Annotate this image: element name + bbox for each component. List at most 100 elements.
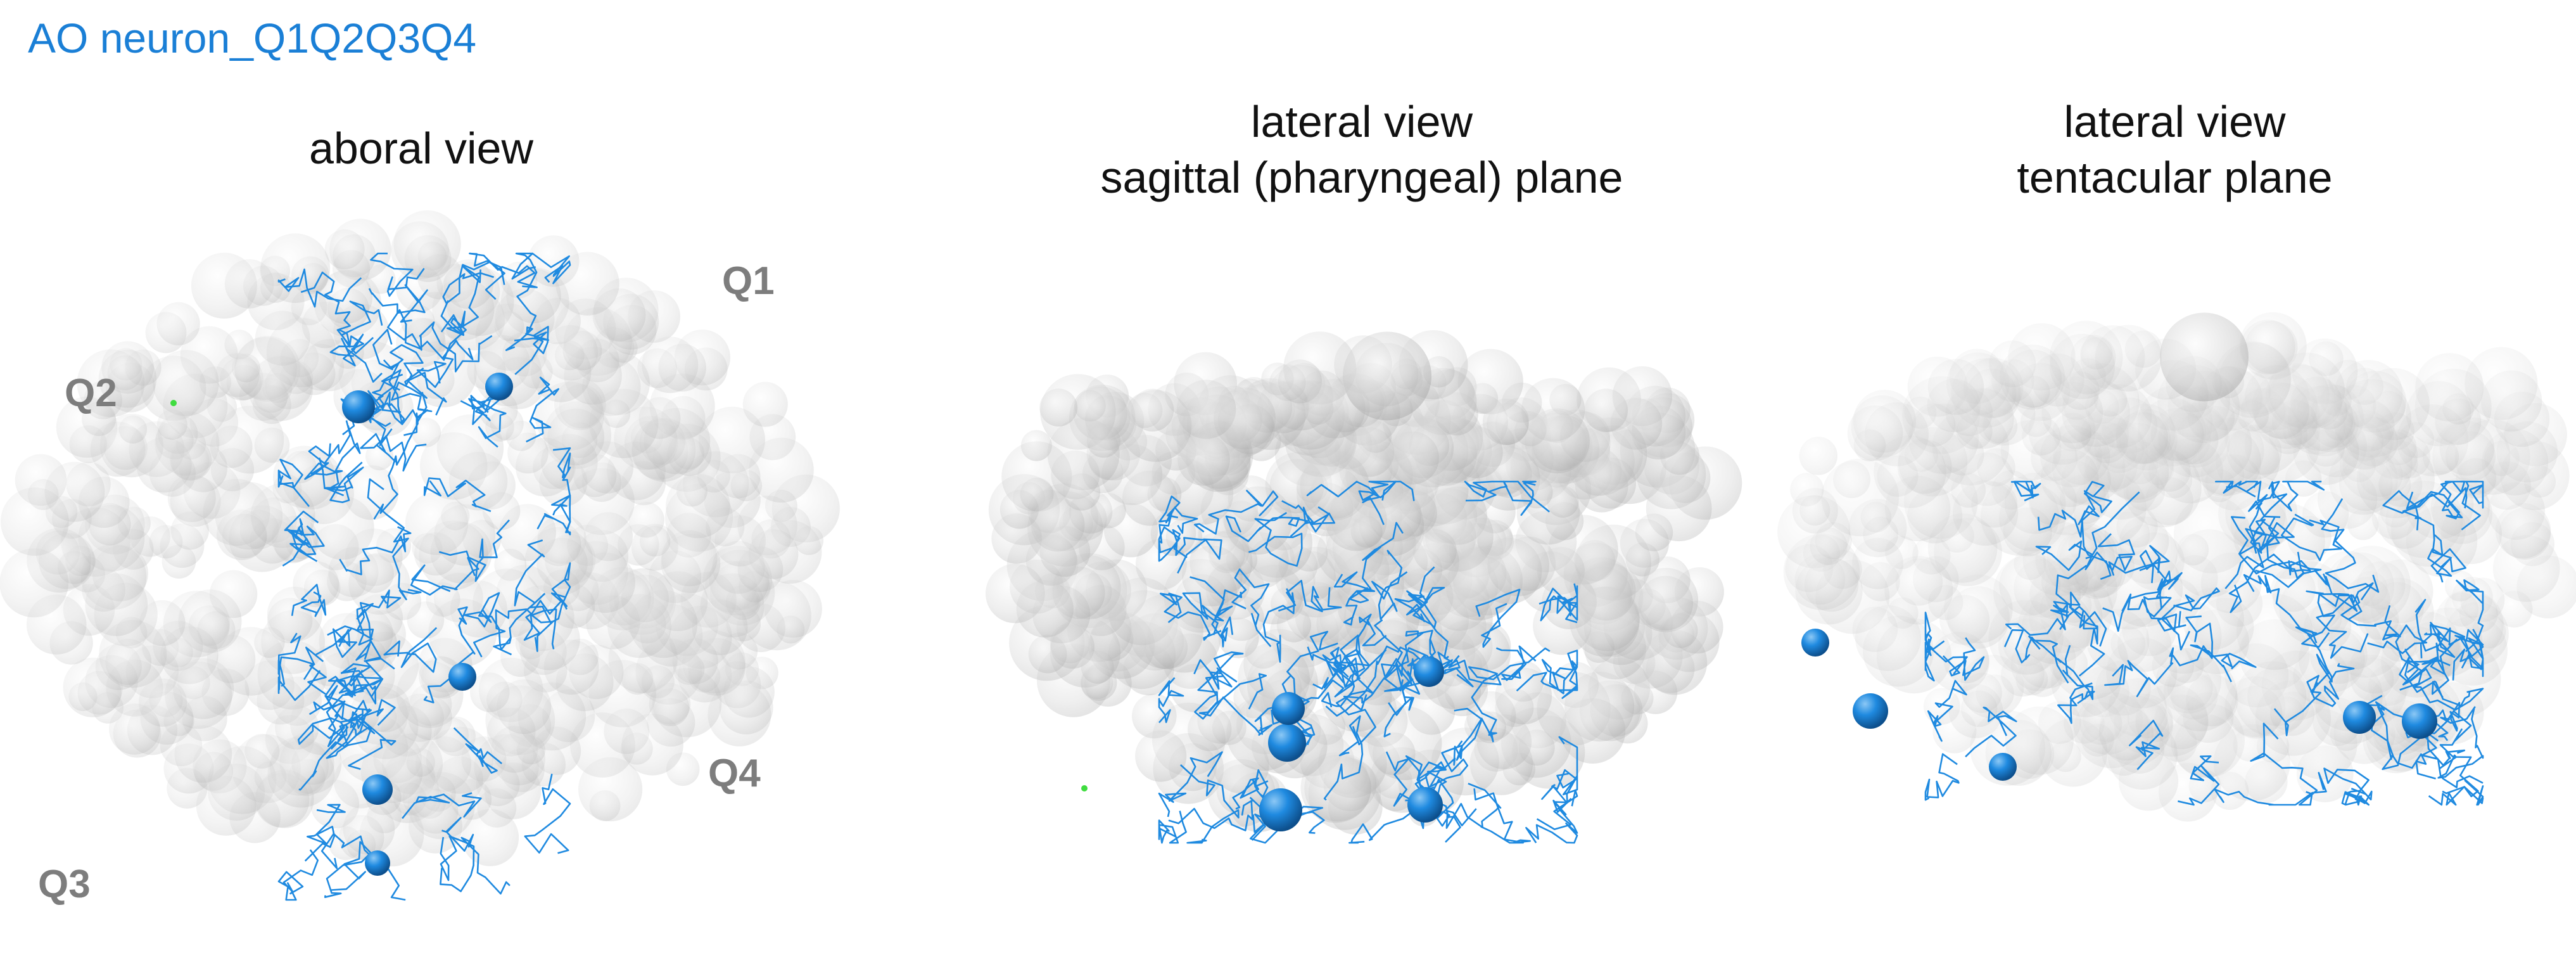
cell-sphere [2074,546,2126,598]
heading-line: sagittal (pharyngeal) plane [918,150,1805,205]
cell-sphere [1017,580,1074,638]
cell-sphere [1928,359,1984,414]
cell-sphere [1386,432,1439,485]
cell-sphere [105,639,151,685]
cell-sphere [407,601,445,639]
cell-sphere [222,514,267,558]
neuron-soma [1259,788,1302,831]
neurite-branch [1475,788,1530,843]
cell-sphere [2018,376,2050,408]
cell-sphere [517,736,545,764]
neuron-soma [1407,787,1443,823]
cell-sphere [171,511,209,549]
cell-sphere [563,331,602,370]
cell-sphere [2015,663,2048,696]
cell-sphere [1351,516,1383,548]
cell-sphere [1525,408,1590,473]
cell-sphere [668,432,712,477]
cell-sphere [1177,433,1230,486]
cell-sphere [578,757,642,821]
cell-sphere [153,350,219,416]
neuron-soma [362,774,393,805]
heading-line: lateral view [918,94,1805,150]
panel-heading-sagittal: lateral view sagittal (pharyngeal) plane [918,94,1805,205]
cell-sphere [2347,509,2378,541]
cell-sphere [1225,404,1275,454]
cell-sphere [1585,458,1637,509]
neuron-soma [365,850,390,876]
cell-sphere [394,210,461,278]
cell-sphere [157,302,200,345]
neuron-soma [2343,701,2376,734]
quadrant-label-q3: Q3 [38,862,91,907]
cell-sphere [692,599,748,655]
cell-sphere [1799,437,1837,475]
neuron-soma [448,663,476,691]
neuron-soma [1801,629,1829,657]
cell-sphere [1951,473,1986,508]
cell-sphere [1639,576,1693,631]
cell-sphere [109,703,160,755]
neuron-soma [1853,693,1888,729]
panel-heading-tentacular: lateral view tentacular plane [1773,94,2576,205]
cell-sphere [1182,546,1243,606]
cell-sphere [1039,526,1090,577]
cell-sphere [2496,591,2533,627]
cell-sphere [659,344,706,392]
cell-sphere [343,803,395,855]
cell-sphere [1039,388,1077,426]
cell-sphere [1021,430,1052,461]
cell-sphere [139,600,185,646]
cell-sphere [1188,707,1231,751]
cell-sphere [2186,674,2238,726]
cell-cluster [1777,312,2576,822]
panel-tentacular-view: lateral view tentacular plane [1773,0,2576,974]
cell-sphere [1135,731,1186,782]
cell-sphere [268,741,335,808]
green-marker-dot [1081,785,1088,791]
cell-sphere [2169,415,2218,464]
cell-sphere [2177,534,2209,566]
panel-heading-aboral: aboral view [0,120,842,176]
cell-cluster [986,330,1742,835]
cell-sphere [1957,413,1993,449]
cell-sphere [2500,441,2569,510]
heading-line: aboral view [0,120,842,176]
cell-sphere [1570,587,1639,657]
cell-sphere [157,409,187,440]
cell-sphere [652,688,690,726]
cell-sphere [1435,392,1478,435]
cell-sphere [794,526,823,555]
cell-sphere [196,776,257,836]
cell-sphere [2311,393,2348,430]
quadrant-label-q2: Q2 [65,371,117,416]
cell-sphere [731,470,762,501]
cell-sphere [738,547,784,593]
neuron-soma [342,390,375,423]
cell-sphere [85,574,148,636]
cell-sphere [777,616,804,644]
cell-sphere [255,428,290,463]
cell-sphere [720,681,773,734]
cell-sphere [1081,651,1114,684]
cell-sphere [506,421,536,451]
cell-sphere [602,400,631,428]
heading-line: tentacular plane [1773,150,2576,205]
cell-sphere [1063,473,1100,511]
cell-sphere [210,426,253,468]
cell-sphere [2443,394,2474,425]
neuron-soma [2402,703,2437,739]
cell-sphere [119,416,147,444]
apical-organ-sphere [2160,312,2249,401]
cell-sphere [1854,430,1886,462]
cell-sphere [1087,424,1120,458]
cell-sphere [1131,389,1174,432]
cell-sphere [2481,371,2542,432]
cell-sphere [248,356,313,421]
neurite-branch [279,850,318,900]
quadrant-label-q4: Q4 [708,751,761,796]
neurite-branch [2429,780,2483,805]
cell-sphere [27,594,87,655]
cell-sphere [743,382,788,427]
neurite-branch [1159,811,1186,843]
